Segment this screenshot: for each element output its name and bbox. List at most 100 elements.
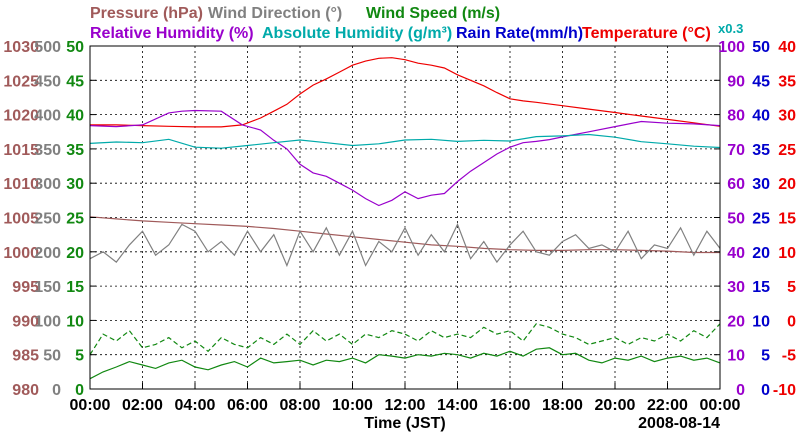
left-axis-tick-wind_direction: 450 (34, 73, 61, 90)
grid (90, 46, 720, 389)
x-axis-tick-label: 06:00 (227, 397, 268, 414)
right-axis-tick-temperature: 10 (778, 245, 796, 262)
x-axis-tick-label: 02:00 (122, 397, 163, 414)
series-layer (89, 57, 721, 380)
abs-humidity-scale-note: x0.3 (718, 21, 743, 36)
right-axis-tick-temperature: 0 (787, 313, 796, 330)
x-axis-tick-label: 00:00 (70, 397, 111, 414)
right-axis-tick-temperature: 20 (778, 176, 796, 193)
left-axis-tick-pressure: 1030 (3, 39, 39, 56)
right-axis-tick-rain_rate: 25 (752, 211, 770, 228)
right-axis-tick-rain_rate: 10 (752, 313, 770, 330)
title-row-1: Pressure (hPa) Wind Direction (°) Wind S… (90, 5, 500, 22)
right-axis-tick-temperature: 5 (787, 279, 796, 296)
left-axis-tick-wind_speed: 20 (66, 245, 84, 262)
right-axis-tick-humidity: 90 (727, 73, 745, 90)
title-wind-speed: Wind Speed (m/s) (366, 5, 500, 22)
right-axis-tick-humidity: 30 (727, 279, 745, 296)
left-axis-tick-wind_speed: 35 (66, 142, 84, 159)
left-axis-tick-pressure: 990 (12, 313, 39, 330)
x-axis-tick-label: 08:00 (280, 397, 321, 414)
left-axis-tick-pressure: 1000 (3, 245, 39, 262)
left-axis-tick-wind_direction: 0 (52, 382, 61, 399)
left-axis-tick-pressure: 1010 (3, 176, 39, 193)
left-axis-tick-pressure: 985 (12, 348, 39, 365)
left-axis-tick-wind_speed: 25 (66, 211, 84, 228)
series-line-temperature-c (90, 57, 721, 128)
title-temperature: Temperature (°C) (582, 25, 711, 42)
left-axis-tick-pressure: 995 (12, 279, 39, 296)
left-axis-tick-wind_speed: 10 (66, 313, 84, 330)
left-axis-tick-pressure: 980 (12, 382, 39, 399)
right-axis-tick-humidity: 100 (718, 39, 745, 56)
left-axis-tick-wind_direction: 400 (34, 108, 61, 125)
title-row-2: Relative Humidity (%) Absolute Humidity … (90, 21, 743, 42)
left-axis-tick-wind_direction: 50 (43, 348, 61, 365)
right-axis-tick-temperature: 15 (778, 211, 796, 228)
right-axis-tick-humidity: 80 (727, 108, 745, 125)
title-absolute-humidity: Absolute Humidity (g/m³) (262, 25, 452, 42)
right-axis-tick-temperature: 25 (778, 142, 796, 159)
right-axis-tick-humidity: 40 (727, 245, 745, 262)
date-label: 2008-08-14 (638, 415, 720, 432)
series-line-wind-speed-m-s (89, 347, 721, 380)
title-wind-direction: Wind Direction (°) (208, 5, 342, 22)
x-axis-label: Time (JST) (364, 415, 446, 432)
left-axis-tick-wind_direction: 150 (34, 279, 61, 296)
left-axis-tick-pressure: 1020 (3, 108, 39, 125)
left-axis-tick-pressure: 1005 (3, 211, 39, 228)
series-line-relative-humidity (89, 109, 721, 207)
left-axis-tick-wind_direction: 250 (34, 211, 61, 228)
x-axis-tick-label: 10:00 (332, 397, 373, 414)
right-axis-tick-rain_rate: 45 (752, 73, 770, 90)
title-relative-humidity: Relative Humidity (%) (90, 25, 254, 42)
right-axis-tick-rain_rate: 50 (752, 39, 770, 56)
left-axis-tick-wind_speed: 50 (66, 39, 84, 56)
right-axis-tick-rain_rate: 30 (752, 176, 770, 193)
series-line-wind-direction (89, 222, 721, 268)
left-axis-tick-wind_direction: 350 (34, 142, 61, 159)
series-line-pressure-hpa (89, 216, 720, 254)
left-axis-tick-wind_direction: 300 (34, 176, 61, 193)
left-axis-tick-wind_speed: 40 (66, 108, 84, 125)
right-axis-tick-temperature: -5 (782, 348, 796, 365)
right-axes: 1009080706050403020100504540353025201510… (714, 39, 796, 399)
left-axis-tick-wind_speed: 0 (75, 382, 84, 399)
x-axis-tick-label: 04:00 (175, 397, 216, 414)
x-axis-tick-label: 18:00 (542, 397, 583, 414)
left-axis-tick-pressure: 1015 (3, 142, 39, 159)
left-axis-tick-wind_speed: 5 (75, 348, 84, 365)
right-axis-tick-temperature: 35 (778, 73, 796, 90)
title-rain-rate: Rain Rate(mm/h) (456, 25, 583, 42)
x-axis-tick-label: 12:00 (385, 397, 426, 414)
left-axis-tick-wind_speed: 30 (66, 176, 84, 193)
right-axis-tick-humidity: 70 (727, 142, 745, 159)
right-axis-tick-temperature: 30 (778, 108, 796, 125)
right-axis-tick-rain_rate: 5 (761, 348, 770, 365)
right-axis-tick-rain_rate: 20 (752, 245, 770, 262)
right-axis-tick-humidity: 50 (727, 211, 745, 228)
x-axis: 00:00 02:00 04:00 06:00 08:00 10:00 12:00 14:00… (70, 383, 741, 414)
left-axis-tick-wind_speed: 15 (66, 279, 84, 296)
series-line-absolute-humidity-g-m (89, 133, 721, 149)
left-axis-tick-wind_direction: 100 (34, 313, 61, 330)
right-axis-tick-humidity: 0 (736, 382, 745, 399)
left-axis-tick-wind_direction: 500 (34, 39, 61, 56)
x-axis-tick-label: 16:00 (490, 397, 531, 414)
right-axis-tick-temperature: 40 (778, 39, 796, 56)
series-line-wind-gust-m-s (89, 323, 721, 356)
right-axis-tick-humidity: 60 (727, 176, 745, 193)
right-axis-tick-humidity: 20 (727, 313, 745, 330)
right-axis-tick-rain_rate: 0 (761, 382, 770, 399)
x-axis-tick-label: 14:00 (437, 397, 478, 414)
right-axis-tick-temperature: -10 (773, 382, 796, 399)
left-axes: 1030102510201015101010051000995990985980… (3, 39, 96, 399)
left-axis-tick-wind_direction: 200 (34, 245, 61, 262)
x-axis-tick-label: 00:00 (700, 397, 741, 414)
left-axis-tick-wind_speed: 45 (66, 73, 84, 90)
right-axis-tick-rain_rate: 35 (752, 142, 770, 159)
x-axis-tick-label: 20:00 (595, 397, 636, 414)
x-axis-tick-label: 22:00 (647, 397, 688, 414)
right-axis-tick-humidity: 10 (727, 348, 745, 365)
